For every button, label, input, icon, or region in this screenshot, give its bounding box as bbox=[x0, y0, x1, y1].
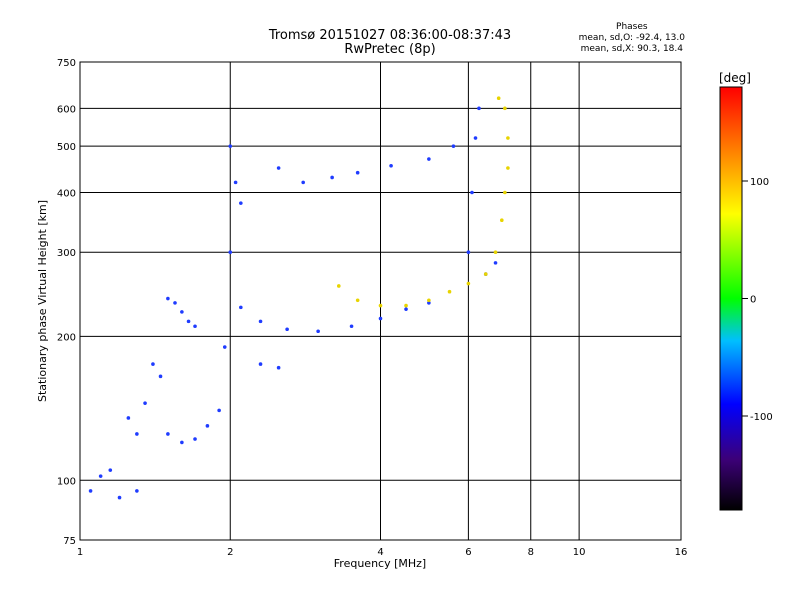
data-point-o bbox=[493, 261, 498, 265]
chart-subtitle: RwPretec (8p) bbox=[344, 42, 436, 57]
data-point-o bbox=[193, 437, 197, 441]
data-point-o bbox=[151, 362, 155, 366]
y-axis-label: Stationary phase Virtual Height [km] bbox=[36, 200, 49, 402]
phase-stats-o: mean, sd,O: -92.4, 13.0 bbox=[578, 33, 685, 43]
data-point-o bbox=[117, 495, 122, 500]
data-point-o bbox=[276, 365, 281, 370]
data-point-o bbox=[330, 175, 334, 180]
data-point-o bbox=[143, 401, 147, 405]
y-tick-label: 300 bbox=[57, 248, 76, 259]
data-points bbox=[88, 96, 510, 500]
data-point-o bbox=[477, 106, 481, 111]
grid bbox=[80, 62, 681, 540]
data-point-o bbox=[228, 144, 233, 148]
data-point-o bbox=[239, 305, 243, 310]
data-point-x bbox=[447, 289, 452, 294]
data-point-o bbox=[126, 416, 131, 420]
data-point-o bbox=[217, 408, 221, 413]
data-point-o bbox=[239, 201, 243, 205]
data-point-o bbox=[258, 362, 263, 366]
data-point-o bbox=[180, 440, 184, 445]
data-point-o bbox=[355, 170, 360, 175]
data-point-o bbox=[285, 327, 289, 332]
data-point-x bbox=[427, 298, 431, 303]
data-point-o bbox=[470, 190, 474, 195]
data-point-o bbox=[180, 310, 184, 314]
data-point-x bbox=[355, 298, 360, 303]
data-point-x bbox=[466, 281, 471, 286]
data-point-o bbox=[228, 250, 233, 255]
x-tick-label: 2 bbox=[227, 547, 233, 558]
x-tick-label: 1 bbox=[77, 547, 83, 558]
data-point-o bbox=[276, 166, 281, 170]
data-point-o bbox=[258, 319, 263, 324]
colorbar-tick-label: 0 bbox=[750, 295, 756, 306]
data-point-o bbox=[466, 250, 471, 255]
data-point-o bbox=[186, 319, 191, 324]
y-tick-label: 100 bbox=[57, 476, 76, 487]
data-point-o bbox=[193, 324, 197, 329]
y-tick-label: 500 bbox=[57, 142, 76, 153]
data-point-o bbox=[158, 374, 163, 379]
x-tick-label: 10 bbox=[573, 547, 586, 558]
x-tick-label: 16 bbox=[675, 547, 688, 558]
data-point-o bbox=[427, 157, 431, 161]
data-point-x bbox=[500, 218, 504, 223]
data-point-o bbox=[301, 180, 305, 185]
data-point-o bbox=[404, 307, 408, 311]
data-point-o bbox=[166, 296, 170, 301]
y-tick-label: 200 bbox=[57, 332, 76, 343]
data-point-x bbox=[378, 303, 383, 308]
data-point-o bbox=[88, 489, 93, 493]
data-point-x bbox=[404, 303, 408, 308]
data-point-x bbox=[496, 96, 501, 100]
x-tick-label: 8 bbox=[528, 547, 534, 558]
data-point-x bbox=[503, 106, 507, 111]
colorbar-ticks: -100 0 100 bbox=[742, 177, 773, 423]
x-axis-label: Frequency [MHz] bbox=[334, 557, 426, 570]
axis-ticks: 1 2 4 6 8 10 16 75 100 200 300 400 500 600 750 bbox=[57, 58, 687, 558]
data-point-o bbox=[389, 163, 393, 168]
data-point-x bbox=[506, 166, 510, 170]
data-point-o bbox=[98, 474, 103, 478]
data-point-o bbox=[205, 424, 210, 428]
chart-title: Tromsø 20151027 08:36:00-08:37:43 bbox=[268, 28, 512, 43]
data-point-x bbox=[337, 284, 341, 288]
data-point-o bbox=[233, 180, 238, 185]
data-point-o bbox=[316, 329, 320, 334]
data-point-o bbox=[166, 432, 170, 436]
data-point-o bbox=[173, 301, 177, 305]
data-point-o bbox=[473, 136, 478, 140]
phase-stats-heading: Phases bbox=[616, 22, 648, 32]
x-tick-label: 6 bbox=[465, 547, 471, 558]
y-tick-label: 400 bbox=[57, 188, 76, 199]
data-point-x bbox=[506, 136, 510, 140]
phase-stats-x: mean, sd,X: 90.3, 18.4 bbox=[580, 44, 683, 54]
data-point-o bbox=[135, 489, 139, 493]
y-tick-label: 600 bbox=[57, 104, 76, 115]
data-point-o bbox=[451, 144, 456, 148]
colorbar-tick-label: -100 bbox=[750, 412, 773, 423]
data-point-x bbox=[483, 272, 488, 276]
data-point-o bbox=[108, 468, 113, 472]
colorbar bbox=[719, 86, 743, 511]
colorbar-label: [deg] bbox=[719, 71, 751, 85]
data-point-o bbox=[427, 301, 431, 305]
y-tick-label: 75 bbox=[63, 536, 76, 547]
data-point-o bbox=[349, 324, 354, 329]
data-point-x bbox=[503, 190, 507, 195]
colorbar-tick-label: 100 bbox=[750, 177, 769, 188]
y-tick-label: 750 bbox=[57, 58, 76, 69]
data-point-x bbox=[493, 250, 498, 255]
phase-stats: Phases mean, sd,O: -92.4, 13.0 mean, sd,… bbox=[579, 22, 685, 55]
data-point-o bbox=[378, 316, 383, 321]
data-point-o bbox=[222, 345, 227, 349]
x-tick-label: 4 bbox=[377, 547, 383, 558]
data-point-o bbox=[135, 432, 139, 436]
